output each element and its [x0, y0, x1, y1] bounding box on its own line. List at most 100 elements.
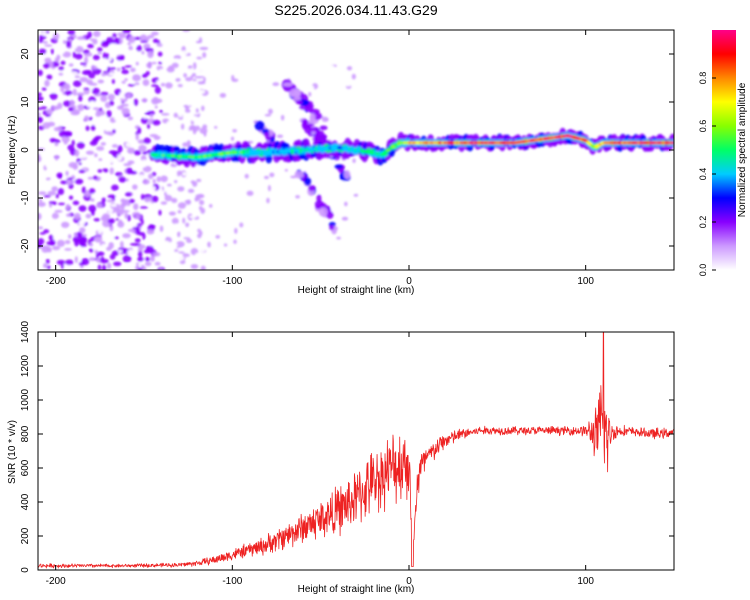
noise-speckle: [84, 115, 90, 122]
noise-speckle: [84, 56, 89, 64]
branch-blob: [318, 207, 328, 217]
spectrogram-x-label: Height of straight line (km): [298, 285, 415, 296]
noise-speckle: [168, 260, 174, 265]
noise-speckle: [118, 176, 127, 183]
noise-speckle: [140, 116, 149, 125]
noise-speckle: [111, 144, 119, 148]
noise-speckle: [109, 100, 115, 106]
noise-speckle: [38, 112, 41, 117]
branch-blob: [320, 202, 327, 208]
noise-speckle: [116, 55, 124, 61]
noise-speckle: [111, 79, 115, 84]
noise-speckle: [127, 147, 136, 154]
noise-speckle: [67, 30, 76, 36]
noise-speckle: [182, 114, 191, 120]
noise-speckle: [155, 79, 164, 84]
noise-speckle: [107, 218, 115, 224]
noise-speckle: [198, 206, 203, 211]
noise-speckle: [43, 194, 51, 198]
noise-speckle: [52, 245, 61, 251]
noise-speckle: [156, 176, 161, 183]
noise-speckle: [38, 238, 45, 245]
branch-blob: [263, 131, 270, 137]
noise-speckle: [86, 230, 96, 235]
noise-speckle: [190, 263, 199, 270]
noise-speckle: [49, 239, 56, 246]
noise-speckle: [74, 133, 79, 137]
noise-speckle: [346, 238, 353, 242]
spectrogram-x-tick-label: 0: [406, 276, 412, 287]
noise-speckle: [130, 67, 136, 73]
spectrogram-y-tick-label: 20: [20, 48, 31, 60]
noise-speckle: [194, 241, 200, 248]
noise-speckle: [171, 73, 179, 79]
colorbar: 0.0 0.2 0.4 0.6 0.8 Normalized spectral ampl…: [698, 30, 748, 276]
noise-speckle: [180, 233, 185, 239]
noise-speckle: [43, 229, 50, 234]
noise-speckle: [232, 129, 238, 133]
noise-speckle: [177, 83, 183, 88]
noise-speckle: [189, 215, 197, 219]
noise-speckle: [91, 87, 100, 95]
noise-speckle: [193, 137, 200, 142]
snr-y-tick-label: 400: [20, 493, 31, 510]
noise-speckle: [39, 232, 46, 235]
noise-speckle: [55, 121, 65, 126]
noise-speckle: [111, 250, 119, 256]
noise-speckle: [38, 48, 47, 55]
noise-speckle: [187, 188, 195, 194]
noise-speckle: [162, 59, 168, 63]
noise-speckle: [168, 80, 176, 83]
noise-speckle: [171, 119, 176, 127]
branch-blob: [334, 164, 344, 169]
noise-speckle: [121, 80, 126, 84]
noise-speckle: [150, 61, 157, 65]
noise-speckle: [259, 62, 264, 67]
noise-speckle: [196, 178, 202, 183]
noise-speckle: [105, 52, 109, 60]
noise-speckle: [58, 125, 62, 132]
noise-speckle: [202, 52, 207, 58]
noise-speckle: [104, 126, 111, 132]
noise-speckle: [175, 37, 179, 42]
noise-speckle: [43, 263, 48, 269]
noise-speckle: [116, 67, 121, 72]
noise-speckle: [64, 248, 72, 251]
noise-speckle: [100, 177, 109, 183]
noise-speckle: [127, 116, 134, 121]
branch-blob: [329, 225, 335, 230]
noise-speckle: [62, 51, 72, 58]
noise-speckle: [91, 65, 98, 70]
noise-speckle: [169, 138, 176, 143]
noise-speckle: [55, 193, 59, 199]
noise-speckle: [183, 236, 191, 240]
noise-speckle: [344, 201, 348, 207]
noise-speckle: [106, 66, 111, 74]
noise-speckle: [124, 78, 128, 82]
noise-speckle: [331, 82, 338, 87]
noise-speckle: [239, 222, 244, 228]
noise-speckle: [164, 194, 173, 202]
noise-speckle: [161, 125, 170, 129]
noise-speckle: [38, 96, 44, 102]
noise-speckle: [57, 202, 66, 206]
noise-speckle: [180, 50, 189, 56]
noise-speckle: [191, 72, 197, 77]
colorbar-tick-label: 0.0: [698, 264, 708, 277]
noise-speckle: [146, 229, 155, 235]
noise-speckle: [88, 82, 98, 86]
noise-speckle: [89, 38, 95, 42]
noise-speckle: [84, 70, 92, 73]
noise-speckle: [101, 60, 109, 67]
noise-speckle: [196, 193, 205, 199]
noise-speckle: [88, 248, 94, 253]
noise-speckle: [98, 107, 103, 112]
noise-speckle: [48, 116, 55, 121]
noise-speckle: [77, 104, 82, 109]
noise-speckle: [123, 163, 132, 167]
noise-speckle: [142, 165, 152, 173]
noise-speckle: [144, 48, 154, 51]
noise-speckle: [70, 111, 80, 116]
noise-speckle: [60, 221, 70, 229]
